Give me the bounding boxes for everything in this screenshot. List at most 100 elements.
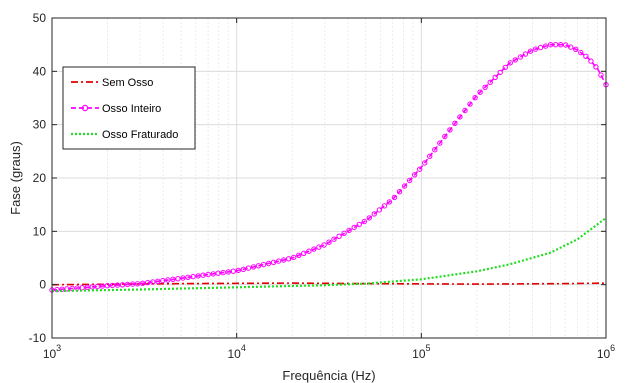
series-marker xyxy=(437,140,443,146)
series-marker xyxy=(563,42,569,48)
series-marker xyxy=(467,101,473,107)
axis-ticks: -10 0 10 20 30 40 50 103 104 105 106 xyxy=(29,11,616,361)
series-marker xyxy=(301,250,307,257)
series-marker xyxy=(371,211,377,217)
series-marker xyxy=(507,60,513,66)
series-marker xyxy=(286,256,292,262)
series-marker xyxy=(386,199,393,205)
series-marker xyxy=(215,270,221,276)
series-marker xyxy=(165,277,171,283)
y-tick-label: 50 xyxy=(33,11,47,25)
series-marker xyxy=(129,281,136,287)
series-marker xyxy=(235,267,242,274)
series-marker xyxy=(376,207,383,213)
series-marker xyxy=(552,42,559,48)
series-marker xyxy=(150,279,156,285)
legend: Sem Osso Osso Inteiro Osso Fraturado xyxy=(62,66,196,150)
series-marker xyxy=(517,54,524,60)
series-marker xyxy=(270,259,277,265)
series-marker xyxy=(316,244,322,250)
series-marker xyxy=(275,258,282,264)
series-marker xyxy=(487,79,493,86)
series-marker xyxy=(119,282,126,288)
series-marker xyxy=(482,84,488,91)
series-marker xyxy=(225,269,232,275)
series-marker xyxy=(160,277,166,284)
series-marker xyxy=(331,236,337,242)
series-marker xyxy=(537,44,544,51)
series-marker xyxy=(89,284,96,290)
x-axis-label: Frequência (Hz) xyxy=(282,368,375,383)
series-marker xyxy=(190,273,196,280)
series-marker xyxy=(291,254,297,261)
series-marker xyxy=(296,252,302,259)
series-marker xyxy=(396,189,403,195)
series-marker xyxy=(265,260,272,267)
y-tick-label: 30 xyxy=(33,118,47,132)
x-tick-label: 103 xyxy=(43,343,61,361)
series-marker xyxy=(84,284,91,290)
series-marker xyxy=(205,271,211,278)
series-marker xyxy=(588,58,594,64)
series-marker xyxy=(250,264,257,270)
series-marker xyxy=(401,183,408,189)
y-tick-label: 40 xyxy=(33,64,47,78)
series-marker xyxy=(210,271,216,277)
series-marker xyxy=(583,53,589,59)
series-marker xyxy=(381,203,388,209)
series-marker xyxy=(477,89,483,95)
series-marker xyxy=(406,177,413,184)
x-tick-label: 104 xyxy=(227,343,245,361)
series-marker xyxy=(180,275,186,281)
series-group xyxy=(49,42,609,293)
series-marker xyxy=(427,153,433,160)
legend-box xyxy=(62,66,196,150)
series-marker xyxy=(281,257,287,263)
series-marker xyxy=(558,42,564,48)
series-marker xyxy=(366,215,372,221)
series-marker xyxy=(522,51,529,57)
series-marker xyxy=(195,273,201,279)
series-marker xyxy=(391,194,398,201)
series-marker xyxy=(230,268,237,274)
series-marker xyxy=(417,166,423,172)
series-marker xyxy=(220,269,226,276)
series-marker xyxy=(452,120,458,127)
series-marker xyxy=(502,64,508,71)
series-marker xyxy=(79,285,85,291)
series-marker xyxy=(175,276,181,282)
series-marker xyxy=(447,127,453,133)
legend-label: Sem Osso xyxy=(102,77,153,89)
series-marker xyxy=(326,239,332,245)
series-marker xyxy=(245,265,252,271)
series-marker xyxy=(341,230,347,237)
y-tick-label: 20 xyxy=(33,171,47,185)
series-line xyxy=(51,217,607,293)
series-marker xyxy=(64,286,70,292)
series-osso-fraturado xyxy=(51,217,607,293)
series-marker xyxy=(598,72,604,78)
series-marker xyxy=(411,172,418,178)
series-marker xyxy=(462,107,468,114)
series-marker xyxy=(497,69,503,76)
y-tick-label: 0 xyxy=(39,278,46,292)
x-tick-label: 106 xyxy=(597,343,615,361)
series-marker xyxy=(99,283,106,289)
y-tick-label: 10 xyxy=(33,224,47,238)
series-marker xyxy=(361,218,367,225)
series-marker xyxy=(124,281,131,288)
series-marker xyxy=(114,282,121,288)
legend-label: Osso Fraturado xyxy=(102,129,178,141)
series-marker xyxy=(527,48,534,54)
series-marker xyxy=(145,279,151,286)
series-marker xyxy=(457,114,463,120)
series-marker xyxy=(240,266,247,272)
series-marker xyxy=(170,276,176,282)
series-marker xyxy=(104,283,111,289)
series-marker xyxy=(351,224,357,231)
series-marker xyxy=(109,282,116,289)
series-marker xyxy=(492,74,498,81)
series-marker xyxy=(185,274,191,280)
series-marker xyxy=(59,286,65,292)
series-marker xyxy=(532,46,539,52)
